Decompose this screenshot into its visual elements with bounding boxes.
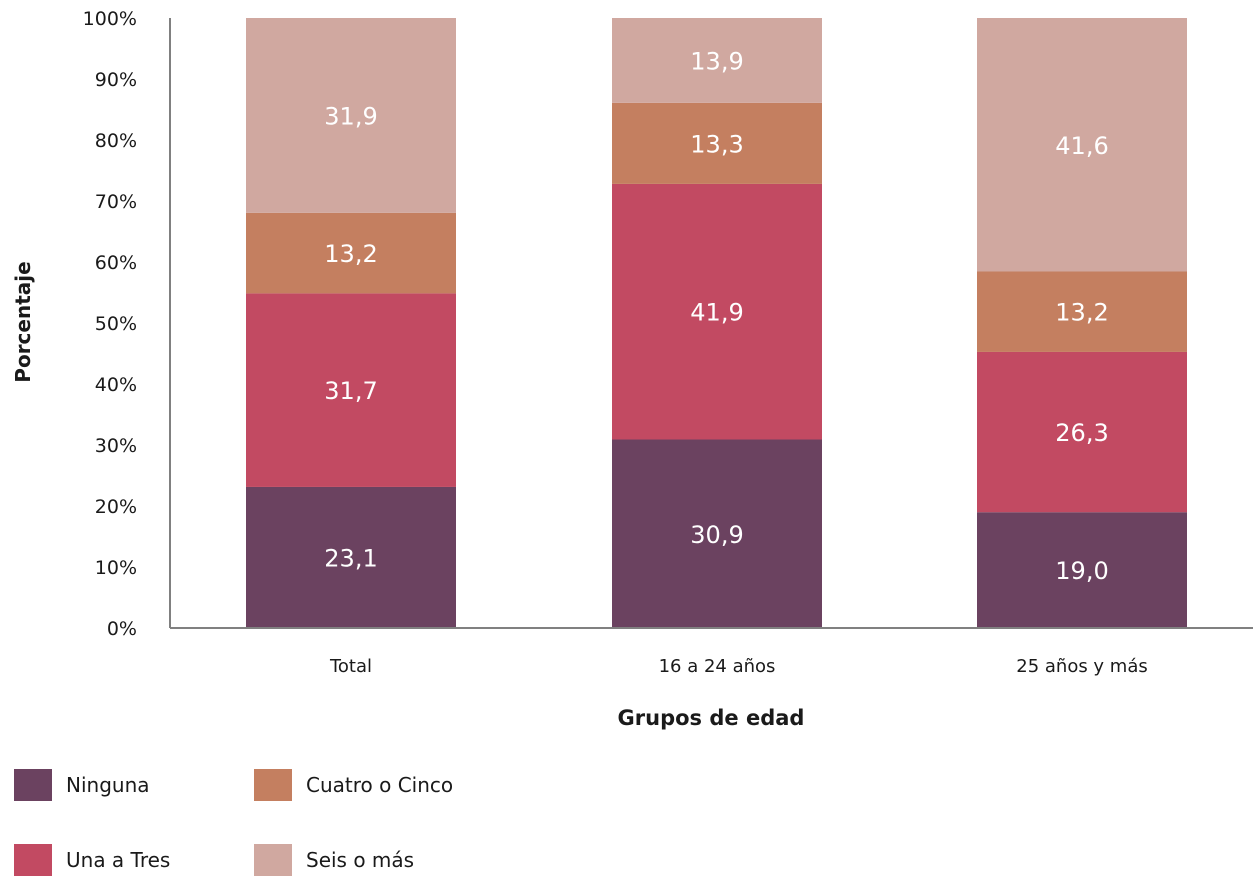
- data-label: 13,9: [690, 47, 743, 75]
- data-label: 41,9: [690, 299, 743, 327]
- data-label: 13,2: [1055, 299, 1108, 327]
- data-label: 23,1: [324, 544, 377, 572]
- bars-layer: [246, 18, 1187, 628]
- y-tick-label: 50%: [95, 313, 137, 335]
- bar-segment: [977, 18, 1187, 272]
- y-axis-title: Porcentaje: [11, 261, 35, 382]
- bar-segment: [612, 439, 822, 628]
- data-label: 31,7: [324, 377, 377, 405]
- y-tick-label: 30%: [95, 435, 137, 457]
- y-tick-label: 100%: [83, 8, 137, 30]
- bar-segment: [246, 293, 456, 487]
- data-labels-layer: 23,1 31,7 13,2 31,9 30,9 41,9 13,3 13,9 19,0 26,3…: [324, 47, 1108, 585]
- bar-segment: [977, 271, 1187, 352]
- data-label: 30,9: [690, 521, 743, 549]
- data-label: 19,0: [1055, 557, 1108, 585]
- bar-segment: [612, 18, 822, 103]
- data-label: 13,2: [324, 240, 377, 268]
- y-tick-label: 90%: [95, 69, 137, 91]
- bar-segment: [977, 351, 1187, 513]
- y-tick-label: 10%: [95, 557, 137, 579]
- y-tick-labels: 0% 10% 20% 30% 40% 50% 60% 70% 80% 90% 100%: [83, 8, 137, 640]
- data-label: 26,3: [1055, 419, 1108, 447]
- y-tick-label: 70%: [95, 191, 137, 213]
- y-tick-label: 60%: [95, 252, 137, 274]
- x-axis-title: Grupos de edad: [618, 706, 805, 730]
- data-label: 13,3: [690, 130, 743, 158]
- y-tick-label: 20%: [95, 496, 137, 518]
- bar-segment: [612, 183, 822, 440]
- y-tick-label: 0%: [107, 618, 137, 640]
- x-tick-label: 16 a 24 años: [659, 656, 776, 677]
- x-tick-labels: Total 16 a 24 años 25 años y más: [329, 656, 1148, 677]
- data-label: 31,9: [324, 102, 377, 130]
- bar-segment: [612, 102, 822, 184]
- bar-segment: [246, 212, 456, 294]
- x-tick-label: Total: [329, 656, 372, 677]
- x-tick-label: 25 años y más: [1016, 656, 1148, 677]
- data-label: 41,6: [1055, 132, 1108, 160]
- bar-segment: [246, 486, 456, 628]
- y-tick-label: 80%: [95, 130, 137, 152]
- y-tick-label: 40%: [95, 374, 137, 396]
- bar-segment: [977, 512, 1187, 628]
- bar-segment: [246, 18, 456, 213]
